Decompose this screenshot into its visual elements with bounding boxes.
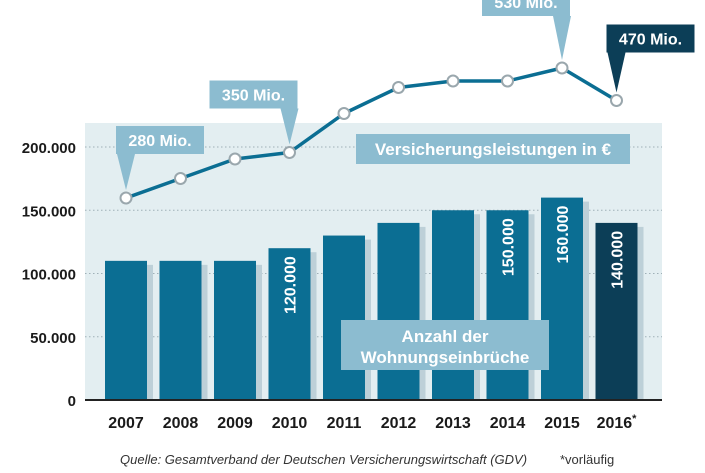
bar-data-labels: 120.000 150.000 160.000 140.000 xyxy=(283,206,627,315)
bar-data-label: 160.000 xyxy=(555,206,572,264)
x-tick-label: 2012 xyxy=(381,415,417,432)
y-tick-label: 0 xyxy=(68,393,76,410)
bar-data-label: 150.000 xyxy=(501,218,518,276)
x-tick-label: 2011 xyxy=(327,415,362,432)
bar-series-label-box xyxy=(341,320,549,370)
line-marker xyxy=(501,74,514,88)
x-tick-label: 2014 xyxy=(490,415,526,432)
line-series-label: Versicherungsleistungen in € xyxy=(375,140,612,159)
x-axis-tick-labels: 2007 2008 2009 2010 2011 2012 2013 2014 2015 2016… xyxy=(108,413,637,432)
callout-box xyxy=(482,0,570,16)
line-marker xyxy=(446,74,460,88)
x-tick-label: 2010 xyxy=(272,415,308,432)
y-tick-label: 50.000 xyxy=(30,330,76,347)
line-series xyxy=(119,61,623,205)
callout-box xyxy=(209,80,298,109)
y-tick-label: 150.000 xyxy=(22,203,76,220)
callout-box xyxy=(116,126,204,154)
bar xyxy=(105,260,147,400)
line-marker xyxy=(174,172,187,185)
bar xyxy=(432,210,474,400)
line-marker xyxy=(119,191,133,205)
callout-label: 530 Mio. xyxy=(494,0,557,12)
callout-box xyxy=(606,24,695,53)
callout-label: 280 Mio. xyxy=(128,133,191,150)
x-tick-label: 2016* xyxy=(597,413,638,432)
callout-pointer xyxy=(553,16,571,60)
x-tick-label: 2015 xyxy=(544,415,580,432)
line-marker xyxy=(610,94,623,107)
bar xyxy=(159,260,202,400)
bar-data-label: 140.000 xyxy=(610,231,627,289)
y-tick-label: 100.000 xyxy=(22,267,76,284)
line-marker xyxy=(228,152,242,166)
bar xyxy=(595,222,638,400)
line-marker xyxy=(555,61,569,75)
callout-label: 470 Mio. xyxy=(619,32,682,49)
y-axis-tick-labels: 0 50.000 100.000 150.000 200.000 xyxy=(22,140,76,410)
x-tick-label: 2013 xyxy=(435,415,471,432)
line-callouts: 280 Mio. 350 Mio. 530 Mio. 470 Mio. xyxy=(116,0,695,190)
bar-series-label: Wohnungseinbrüche xyxy=(361,348,530,367)
callout-pointer xyxy=(117,154,135,190)
bar xyxy=(323,235,365,400)
callout-pointer xyxy=(607,52,626,93)
footnote: *vorläufig xyxy=(560,452,615,467)
bar-series-label: Anzahl der xyxy=(402,327,489,346)
line-marker xyxy=(392,81,405,94)
x-tick-label: 2009 xyxy=(217,415,253,432)
bar-data-label: 120.000 xyxy=(283,256,300,314)
x-tick-label: 2008 xyxy=(163,415,199,432)
callout-label: 350 Mio. xyxy=(222,88,285,105)
x-tick-label: 2007 xyxy=(108,415,144,432)
line-marker xyxy=(283,146,296,159)
line-path xyxy=(125,66,618,200)
bar xyxy=(214,260,256,400)
source-caption: Quelle: Gesamtverband der Deutschen Vers… xyxy=(120,452,528,467)
line-series-label-box xyxy=(356,134,630,164)
callout-pointer xyxy=(280,108,299,145)
bar xyxy=(268,248,311,400)
bar xyxy=(377,222,420,400)
line-marker xyxy=(337,107,351,120)
series-label-boxes: Versicherungsleistungen in € Anzahl der Wo… xyxy=(341,134,630,370)
y-tick-label: 200.000 xyxy=(22,140,76,157)
